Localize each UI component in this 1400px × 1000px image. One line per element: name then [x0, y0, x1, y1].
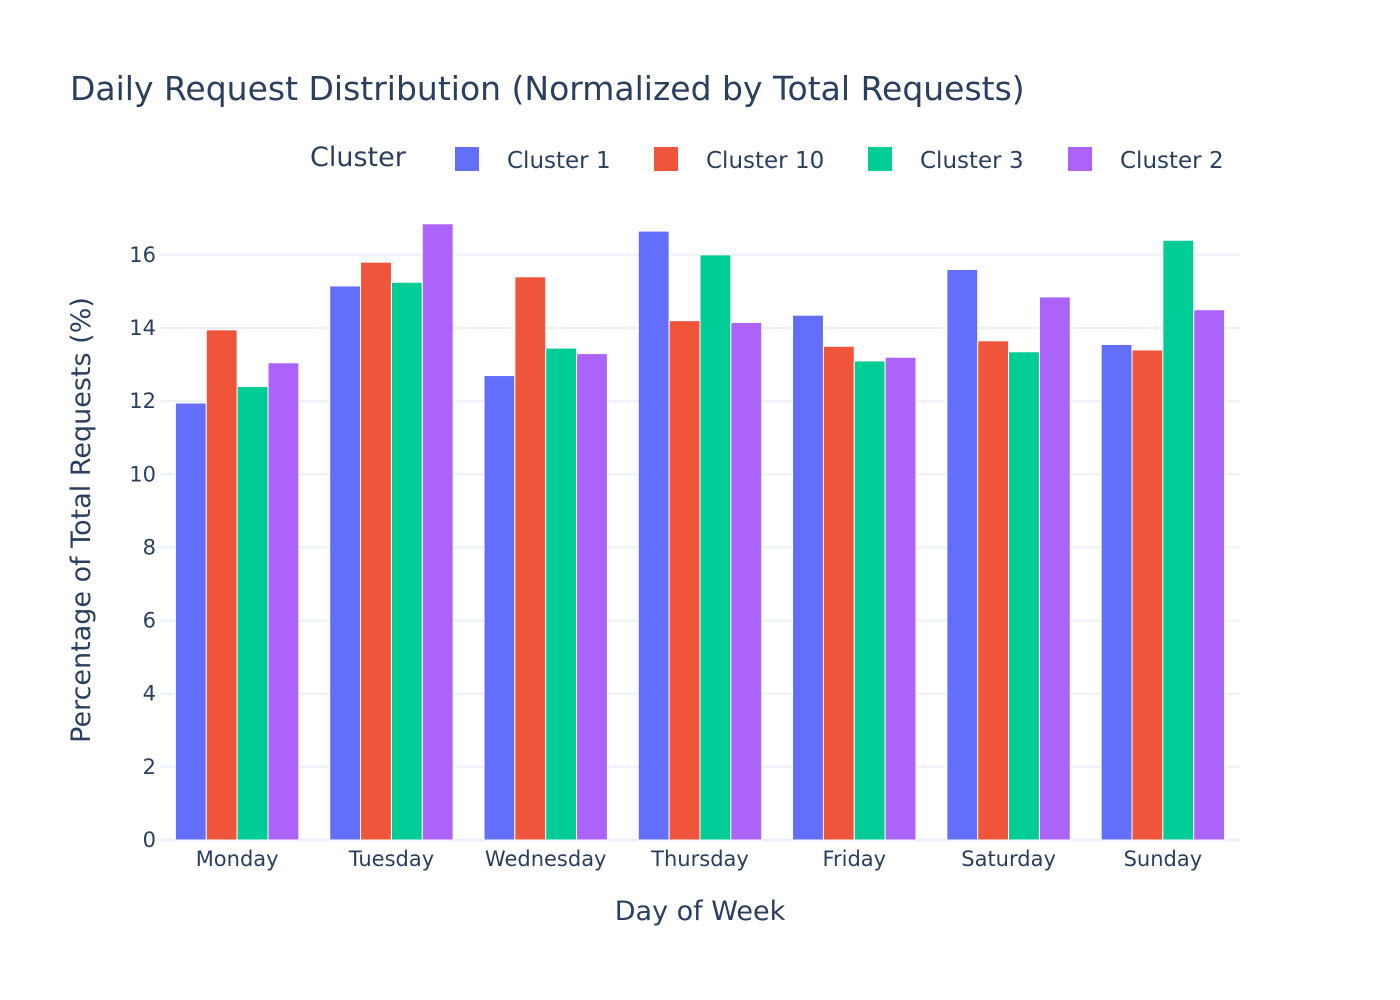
legend: Cluster Cluster 1 Cluster 10 Cluster 3 Clus…	[310, 142, 1224, 174]
y-tick-label: 14	[129, 316, 156, 340]
bar-cluster-3-sunday	[1162, 239, 1195, 841]
bar-cluster-10-friday	[822, 345, 855, 841]
bar-cluster-3-friday	[853, 360, 886, 841]
y-axis-title: Percentage of Total Requests (%)	[66, 297, 97, 743]
legend-label-cluster-2[interactable]: Cluster 2	[1120, 148, 1224, 174]
y-axis: 0 2 4 6 8 10 12 14 16	[129, 243, 156, 852]
bar-cluster-3-saturday	[1008, 351, 1040, 841]
bar-cluster-10-thursday	[668, 320, 701, 841]
bar-cluster-1-saturday	[946, 268, 979, 841]
bar-cluster-3-tuesday	[390, 281, 423, 841]
bar-cluster-10-monday	[205, 329, 238, 841]
y-tick-label: 4	[143, 682, 156, 706]
legend-label-cluster-3[interactable]: Cluster 3	[920, 148, 1024, 174]
y-tick-label: 12	[129, 389, 156, 413]
legend-swatch-cluster-10[interactable]	[654, 147, 678, 171]
legend-label-cluster-10[interactable]: Cluster 10	[706, 148, 824, 174]
bar-cluster-1-thursday	[637, 230, 670, 841]
bar-cluster-1-friday	[792, 314, 824, 841]
x-tick-label: Wednesday	[485, 847, 607, 871]
y-tick-label: 0	[143, 828, 156, 852]
y-tick-label: 8	[143, 535, 156, 559]
y-tick-label: 6	[143, 609, 156, 633]
bar-cluster-2-saturday	[1038, 296, 1071, 841]
chart-title: Daily Request Distribution (Normalized b…	[70, 69, 1025, 108]
legend-label-cluster-1[interactable]: Cluster 1	[507, 148, 611, 174]
bar-cluster-10-wednesday	[514, 276, 547, 841]
bar-cluster-3-wednesday	[545, 347, 578, 841]
legend-swatch-cluster-2[interactable]	[1068, 147, 1092, 171]
y-tick-label: 16	[129, 243, 156, 267]
bar-cluster-10-tuesday	[360, 261, 392, 841]
x-tick-label: Sunday	[1124, 847, 1203, 871]
bar-cluster-1-sunday	[1100, 343, 1133, 841]
x-tick-label: Monday	[196, 847, 279, 871]
bar-cluster-1-monday	[174, 402, 207, 841]
x-tick-label: Tuesday	[348, 847, 434, 871]
x-tick-label: Friday	[822, 847, 886, 871]
bars	[174, 223, 1226, 841]
x-tick-label: Thursday	[650, 847, 749, 871]
x-axis-title: Day of Week	[615, 896, 786, 927]
legend-title: Cluster	[310, 142, 407, 173]
bar-cluster-1-wednesday	[483, 375, 516, 841]
bar-cluster-10-saturday	[977, 340, 1010, 841]
y-tick-label: 2	[143, 755, 156, 779]
y-tick-label: 10	[129, 462, 156, 486]
bar-cluster-2-thursday	[730, 322, 763, 841]
bar-cluster-2-wednesday	[576, 353, 608, 841]
bar-cluster-2-monday	[267, 362, 300, 841]
legend-swatch-cluster-3[interactable]	[868, 147, 892, 171]
legend-swatch-cluster-1[interactable]	[455, 147, 479, 171]
bar-cluster-2-sunday	[1193, 309, 1226, 841]
x-axis: Monday Tuesday Wednesday Thursday Friday Satu…	[196, 847, 1202, 871]
bar-cluster-1-tuesday	[329, 285, 362, 841]
bar-cluster-3-thursday	[699, 254, 732, 841]
bar-cluster-2-friday	[884, 356, 917, 841]
bar-cluster-2-tuesday	[421, 223, 454, 841]
x-tick-label: Saturday	[961, 847, 1056, 871]
bar-cluster-3-monday	[236, 386, 269, 841]
bar-cluster-10-sunday	[1131, 349, 1164, 841]
